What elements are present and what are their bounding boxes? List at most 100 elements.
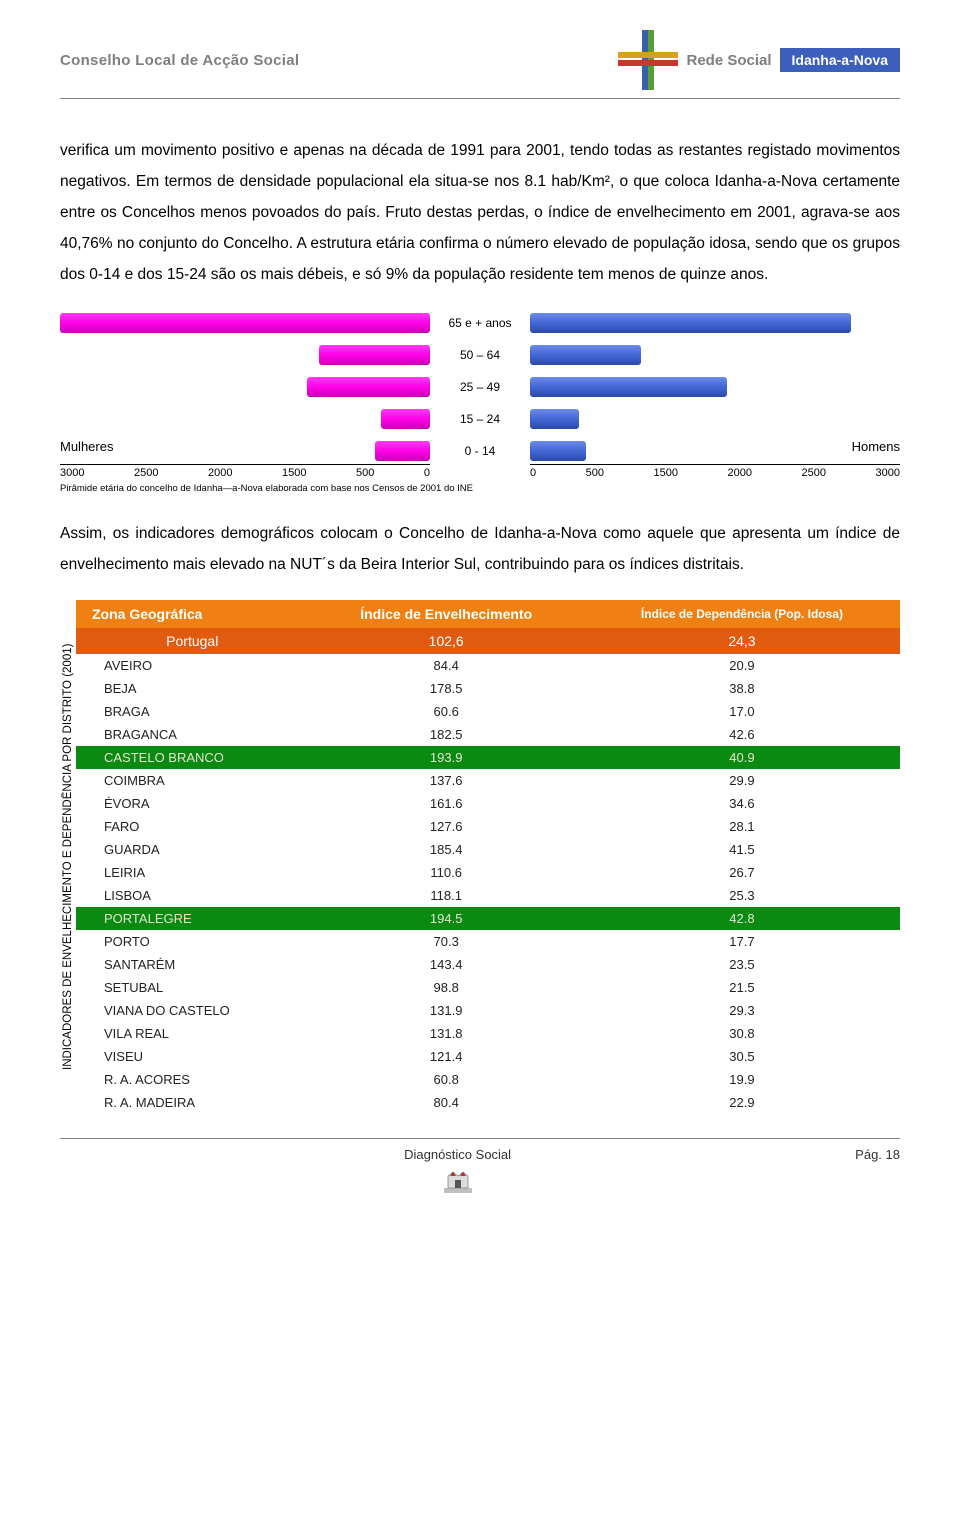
pyramid-caption: Pirâmide etária do concelho de Idanha—a-… (60, 483, 900, 494)
age-group-label: 15 – 24 (430, 412, 530, 426)
table-row-portugal: Portugal102,624,3 (76, 628, 900, 654)
table-cell: GUARDA (76, 838, 308, 861)
table-cell: BRAGA (76, 700, 308, 723)
footer-center: Diagnóstico Social (404, 1147, 511, 1194)
table-cell: 28.1 (584, 815, 900, 838)
bar-male (530, 441, 586, 461)
page-header: Conselho Local de Acção Social Rede Soci… (60, 30, 900, 99)
table-cell: 19.9 (584, 1068, 900, 1091)
table-cell: 17.0 (584, 700, 900, 723)
bar-female (319, 345, 430, 365)
pyramid-row: 50 – 64 (60, 342, 900, 368)
table-cell: VIANA DO CASTELO (76, 999, 308, 1022)
table-cell: 193.9 (308, 746, 583, 769)
table-cell: 161.6 (308, 792, 583, 815)
table-cell: PORTALEGRE (76, 907, 308, 930)
indicators-wrapper: INDICADORES DE ENVELHECIMENTO E DEPENDÊN… (60, 600, 900, 1114)
table-cell: CASTELO BRANCO (76, 746, 308, 769)
table-cell: R. A. ACORES (76, 1068, 308, 1091)
table-cell: 131.9 (308, 999, 583, 1022)
axis-tick: 2000 (728, 467, 752, 479)
table-header-row: Zona Geográfica Índice de Envelhecimento… (76, 600, 900, 628)
table-row: FARO127.628.1 (76, 815, 900, 838)
table-cell: 24,3 (584, 628, 900, 654)
table-cell: LEIRIA (76, 861, 308, 884)
col-env: Índice de Envelhecimento (308, 600, 583, 628)
table-cell: 40.9 (584, 746, 900, 769)
table-cell: 178.5 (308, 677, 583, 700)
bar-male (530, 313, 851, 333)
table-row: VILA REAL131.830.8 (76, 1022, 900, 1045)
bar-female (307, 377, 430, 397)
header-left-title: Conselho Local de Acção Social (60, 52, 299, 69)
idanha-badge: Idanha-a-Nova (780, 48, 900, 72)
table-cell: SANTARÉM (76, 953, 308, 976)
table-cell: 194.5 (308, 907, 583, 930)
axis-tick: 3000 (876, 467, 900, 479)
table-row: PORTALEGRE194.542.8 (76, 907, 900, 930)
table-cell: 127.6 (308, 815, 583, 838)
pyramid-row: 65 e + anos (60, 310, 900, 336)
footer-title: Diagnóstico Social (404, 1147, 511, 1162)
table-row: SETUBAL98.821.5 (76, 976, 900, 999)
table-cell: 29.9 (584, 769, 900, 792)
table-cell: BRAGANCA (76, 723, 308, 746)
table-cell: VISEU (76, 1045, 308, 1068)
table-cell: 41.5 (584, 838, 900, 861)
page-footer: Diagnóstico Social Pág. 18 (60, 1138, 900, 1194)
table-row: BRAGANCA182.542.6 (76, 723, 900, 746)
table-row: LISBOA118.125.3 (76, 884, 900, 907)
table-cell: 98.8 (308, 976, 583, 999)
axis-tick: 1500 (654, 467, 678, 479)
indicators-ylabel: INDICADORES DE ENVELHECIMENTO E DEPENDÊN… (60, 600, 76, 1114)
table-row: PORTO70.317.7 (76, 930, 900, 953)
table-cell: 42.8 (584, 907, 900, 930)
age-group-label: 65 e + anos (430, 316, 530, 330)
table-cell: PORTO (76, 930, 308, 953)
table-cell: R. A. MADEIRA (76, 1091, 308, 1114)
bar-female (60, 313, 430, 333)
population-pyramid-chart: 65 e + anos50 – 6425 – 4915 – 240 - 14Mu… (60, 310, 900, 454)
table-cell: SETUBAL (76, 976, 308, 999)
table-row: R. A. MADEIRA80.422.9 (76, 1091, 900, 1114)
table-cell: 80.4 (308, 1091, 583, 1114)
table-cell: BEJA (76, 677, 308, 700)
table-cell: 60.6 (308, 700, 583, 723)
table-row: R. A. ACORES60.819.9 (76, 1068, 900, 1091)
bar-male (530, 345, 641, 365)
table-cell: 84.4 (308, 654, 583, 677)
age-group-label: 25 – 49 (430, 380, 530, 394)
indicators-table: Zona Geográfica Índice de Envelhecimento… (76, 600, 900, 1114)
table-cell: 102,6 (308, 628, 583, 654)
table-cell: 26.7 (584, 861, 900, 884)
table-cell: COIMBRA (76, 769, 308, 792)
axis-tick: 0 (530, 467, 536, 479)
age-group-label: 0 - 14 (430, 444, 530, 458)
table-cell: FARO (76, 815, 308, 838)
table-cell: 30.8 (584, 1022, 900, 1045)
table-cell: 22.9 (584, 1091, 900, 1114)
bar-male (530, 377, 727, 397)
table-cell: 185.4 (308, 838, 583, 861)
table-cell: AVEIRO (76, 654, 308, 677)
axis-tick: 2500 (134, 467, 158, 479)
bar-male (530, 409, 579, 429)
table-cell: 29.3 (584, 999, 900, 1022)
table-cell: 121.4 (308, 1045, 583, 1068)
axis-tick: 2500 (802, 467, 826, 479)
table-cell: 137.6 (308, 769, 583, 792)
table-cell: VILA REAL (76, 1022, 308, 1045)
table-cell: 131.8 (308, 1022, 583, 1045)
body-paragraph-2: Assim, os indicadores demográficos coloc… (60, 518, 900, 580)
table-cell: 143.4 (308, 953, 583, 976)
table-row: SANTARÉM143.423.5 (76, 953, 900, 976)
table-row: ÉVORA161.634.6 (76, 792, 900, 815)
axis-tick: 1500 (282, 467, 306, 479)
rede-social-label: Rede Social (686, 52, 771, 69)
table-cell: 23.5 (584, 953, 900, 976)
axis-tick: 500 (356, 467, 374, 479)
table-cell: 34.6 (584, 792, 900, 815)
col-zona: Zona Geográfica (76, 600, 308, 628)
table-cell: 182.5 (308, 723, 583, 746)
table-row: BEJA178.538.8 (76, 677, 900, 700)
